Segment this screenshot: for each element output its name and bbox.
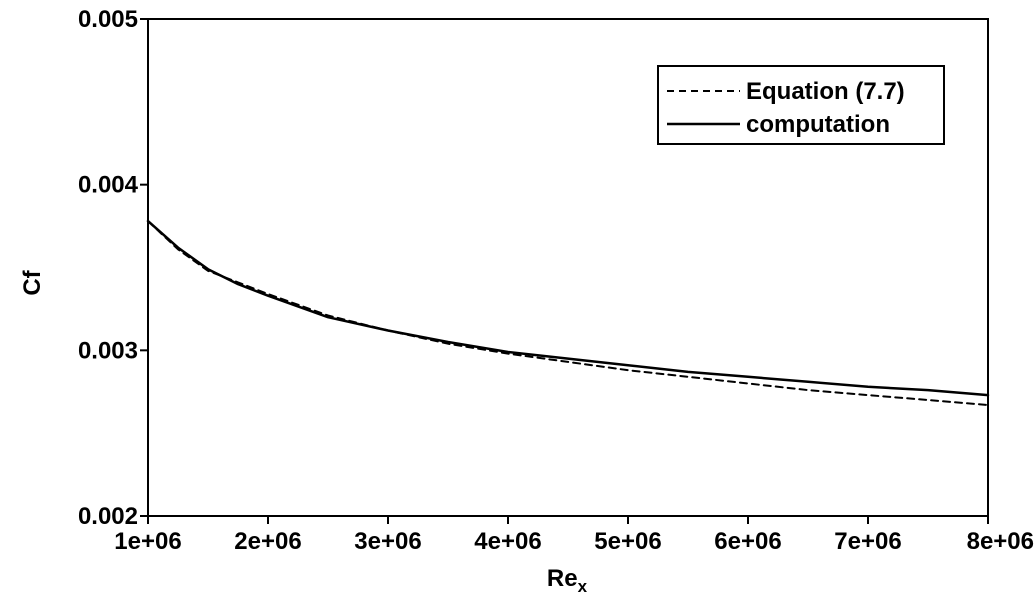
y-tick-label: 0.004 xyxy=(78,172,139,199)
series-layer xyxy=(146,219,990,406)
series-line-computation xyxy=(146,219,990,397)
x-tick-label: 4e+06 xyxy=(474,528,541,555)
plot-frame xyxy=(147,18,989,517)
legend-label-computation: computation xyxy=(746,111,890,138)
y-tick-label: 0.002 xyxy=(78,503,138,530)
legend: Equation (7.7) computation xyxy=(657,65,945,145)
x-tick-label: 6e+06 xyxy=(714,528,781,555)
legend-label-equation: Equation (7.7) xyxy=(746,78,905,105)
x-axis-label: Rex xyxy=(547,565,588,596)
y-tick-label: 0.003 xyxy=(78,337,138,364)
x-axis: 1e+06 2e+06 3e+06 4e+06 5e+06 6e+06 7e+06 8e+06 xyxy=(114,516,1034,555)
x-axis-label-subscript: x xyxy=(578,577,588,596)
x-tick-label: 3e+06 xyxy=(354,528,421,555)
y-axis-label: Cf xyxy=(19,269,46,295)
x-tick-label: 7e+06 xyxy=(834,528,901,555)
y-tick-label: 0.005 xyxy=(78,6,138,33)
legend-box xyxy=(657,65,945,145)
x-tick-label: 5e+06 xyxy=(594,528,661,555)
x-tick-label: 2e+06 xyxy=(234,528,301,555)
y-axis: 0.002 0.003 0.004 0.005 xyxy=(78,6,148,530)
x-axis-label-main: Re xyxy=(547,565,578,592)
x-tick-label: 8e+06 xyxy=(967,528,1034,555)
x-tick-label: 1e+06 xyxy=(114,528,181,555)
plot-area-border xyxy=(147,18,989,517)
series-line-equation xyxy=(147,220,989,406)
